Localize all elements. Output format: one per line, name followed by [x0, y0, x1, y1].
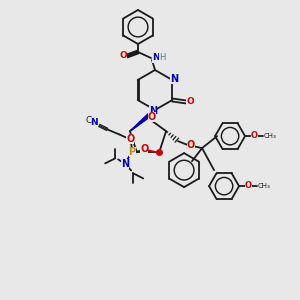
Text: O: O	[244, 181, 252, 190]
Text: O: O	[250, 130, 258, 140]
Text: N: N	[152, 53, 160, 62]
Text: C: C	[85, 116, 91, 125]
Text: N: N	[170, 74, 178, 84]
Text: O: O	[187, 140, 195, 150]
Text: P: P	[129, 147, 136, 158]
Text: O: O	[148, 112, 156, 122]
Text: N: N	[121, 159, 129, 170]
Text: N: N	[149, 106, 157, 116]
Text: O: O	[186, 98, 194, 106]
Text: O: O	[119, 52, 127, 61]
Text: CH₃: CH₃	[264, 133, 276, 139]
Text: O: O	[140, 144, 148, 154]
Text: CH₃: CH₃	[258, 183, 270, 189]
Text: O: O	[126, 134, 134, 144]
Polygon shape	[130, 109, 156, 131]
Text: N: N	[90, 118, 98, 127]
Text: H: H	[159, 52, 165, 62]
